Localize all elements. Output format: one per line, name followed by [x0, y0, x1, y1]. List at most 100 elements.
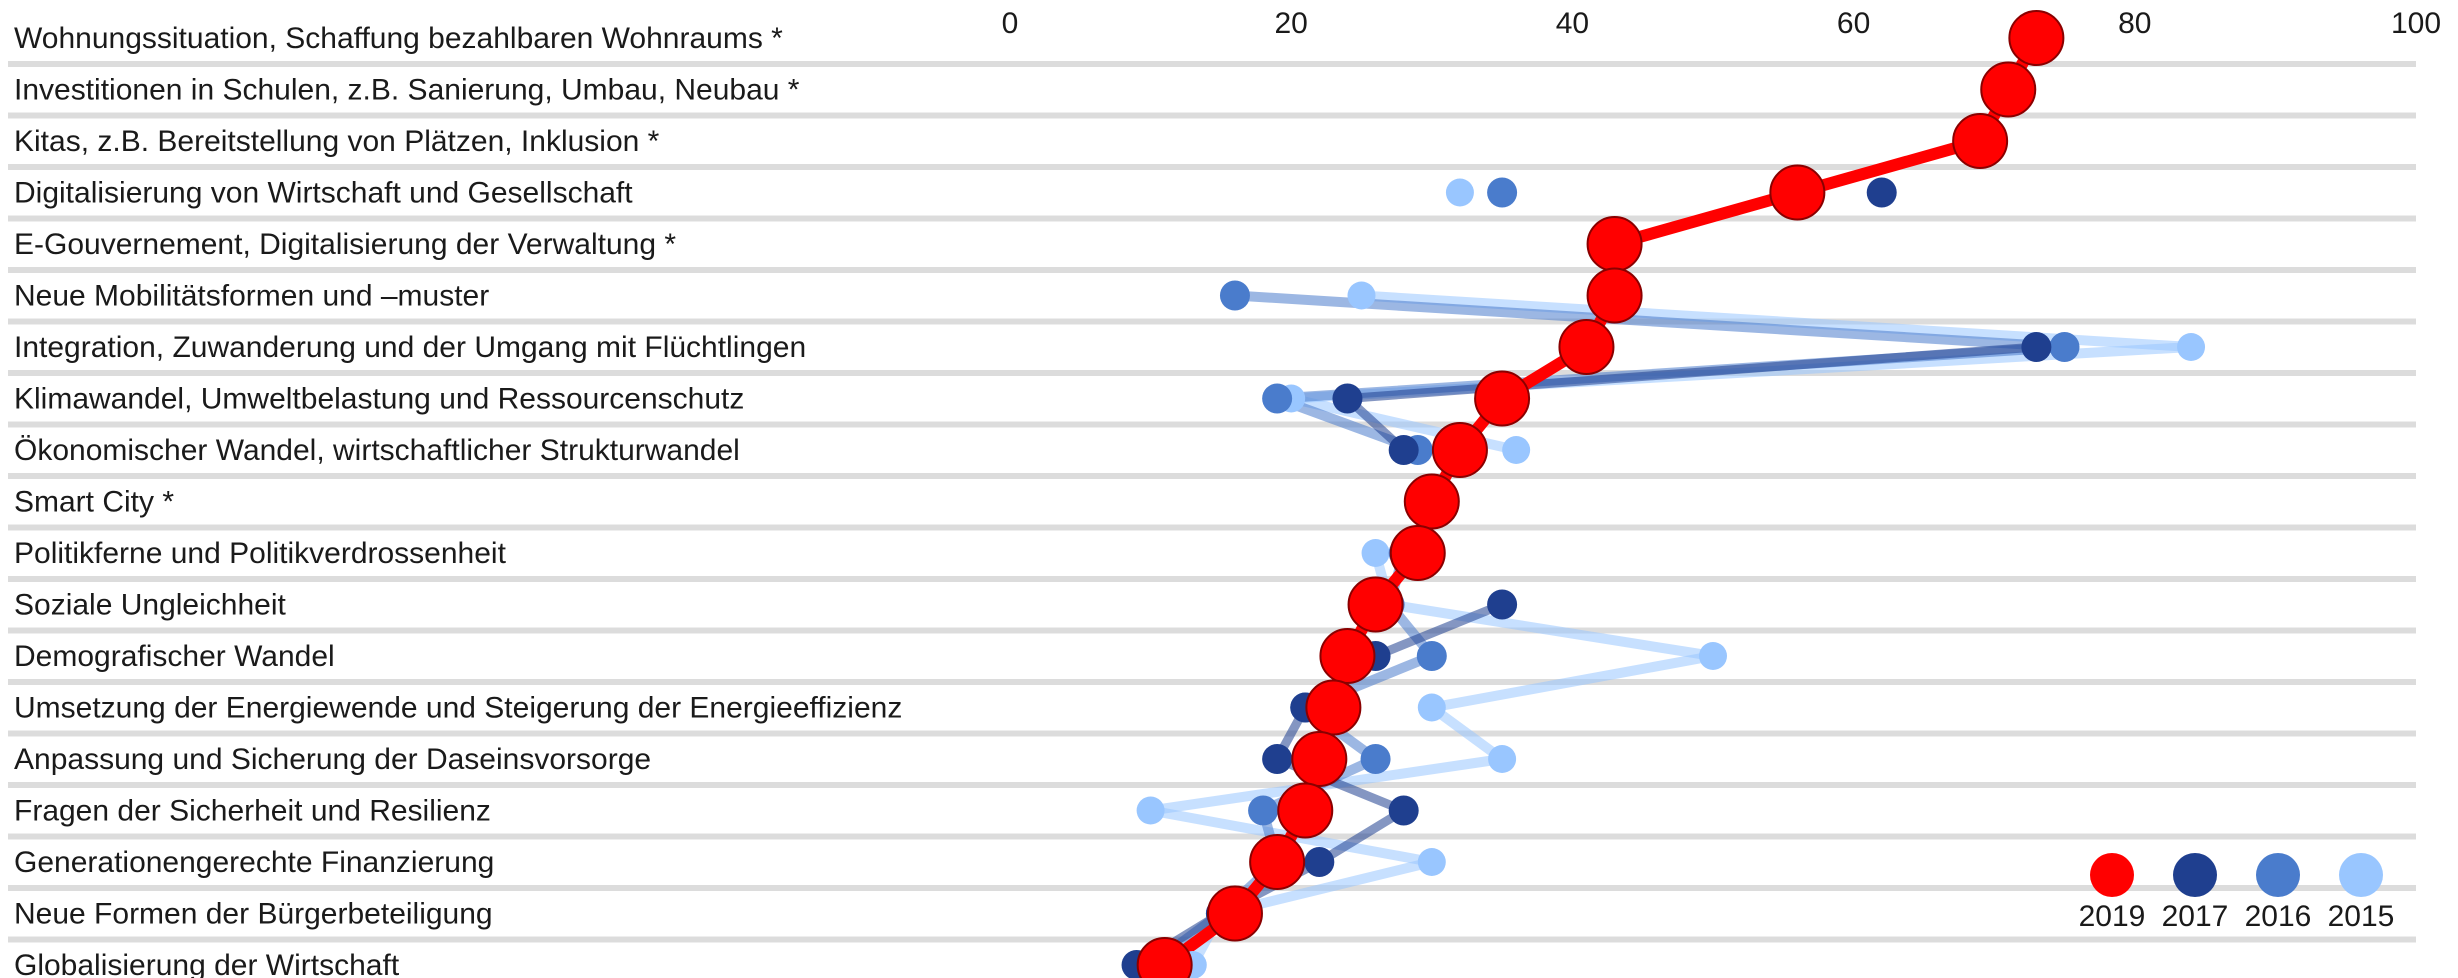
data-point	[1586, 216, 1643, 272]
x-tick-label: 40	[1556, 7, 1589, 40]
data-point	[1304, 847, 1335, 877]
x-tick-label: 0	[1002, 7, 1019, 40]
series-segment	[1426, 702, 1508, 764]
data-point	[1291, 731, 1348, 787]
series-segment	[1229, 290, 2070, 352]
data-point	[1136, 937, 1193, 978]
series-segment	[1608, 186, 1804, 250]
category-label: Anpassung und Sicherung der Daseinsvorso…	[14, 743, 651, 776]
data-point	[1866, 177, 1897, 208]
data-point	[1417, 693, 1446, 722]
row-separator	[8, 627, 2416, 634]
series-segment	[1384, 599, 1718, 661]
data-point	[2049, 332, 2080, 362]
data-point	[2177, 333, 2206, 361]
category-label: Wohnungssituation, Schaffung bezahlbaren…	[14, 22, 783, 55]
row-separator	[8, 318, 2416, 325]
data-point	[1487, 589, 1518, 620]
row-separator	[8, 885, 2416, 891]
category-label: Kitas, z.B. Bereitstellung von Plätzen, …	[14, 125, 660, 158]
row-separator	[8, 833, 2416, 840]
x-tick-label: 20	[1275, 7, 1308, 40]
data-point	[1417, 848, 1446, 876]
row-separator	[8, 730, 2416, 737]
data-point	[1206, 885, 1263, 942]
legend-label-2017: 2017	[2162, 900, 2229, 933]
legend-swatch-2016	[2256, 853, 2300, 897]
category-label: Smart City *	[14, 486, 174, 519]
data-point	[1136, 796, 1165, 825]
data-point	[1262, 383, 1293, 414]
data-point	[1487, 177, 1518, 208]
row-separator	[8, 473, 2416, 479]
data-point	[1277, 782, 1334, 839]
x-tick-label: 80	[2118, 7, 2151, 40]
legend: 2019 2017 2016 2015	[2079, 853, 2395, 933]
data-point	[1332, 383, 1363, 414]
category-label: E-Gouvernement, Digitalisierung der Verw…	[14, 228, 676, 261]
row-separator	[8, 370, 2416, 376]
data-point	[1416, 641, 1447, 671]
data-point	[1558, 319, 1615, 375]
data-point	[1249, 834, 1306, 890]
legend-swatch-2019	[2090, 853, 2134, 897]
series-segment	[1342, 342, 2041, 403]
legend-swatch-2015	[2339, 853, 2383, 897]
data-point	[1488, 745, 1517, 773]
data-point	[1952, 113, 2009, 169]
legend-label-2015: 2015	[2328, 900, 2395, 933]
data-point	[1389, 525, 1446, 581]
x-axis-ticks: 0 20 40 60 80 100	[1002, 7, 2441, 40]
row-separator	[8, 679, 2416, 685]
row-separator	[8, 164, 2416, 170]
category-label: Generationengerechte Finanzierung	[14, 846, 494, 879]
row-separator	[8, 524, 2416, 531]
data-point	[1360, 744, 1391, 774]
row-separator	[8, 421, 2416, 428]
data-point	[1388, 435, 1419, 465]
category-label: Politikferne und Politikverdrossenheit	[14, 537, 507, 570]
row-separator	[8, 267, 2416, 273]
data-point	[1319, 628, 1376, 684]
data-point	[2021, 332, 2052, 362]
data-point	[1347, 281, 1376, 310]
data-point	[2008, 10, 2065, 66]
series-segment	[1426, 651, 1718, 713]
data-point	[1502, 436, 1531, 464]
category-label: Neue Mobilitätsformen und –muster	[14, 280, 489, 313]
data-point	[1347, 576, 1404, 633]
data-point	[1980, 61, 2037, 118]
row-separator	[8, 215, 2416, 222]
category-label: Soziale Ungleichheit	[14, 589, 286, 622]
series-segment	[1371, 600, 1507, 661]
data-point	[1699, 642, 1727, 670]
category-label: Demografischer Wandel	[14, 640, 335, 673]
category-label: Klimawandel, Umweltbelastung und Ressour…	[14, 383, 744, 416]
data-point	[1361, 539, 1390, 567]
legend-label-2019: 2019	[2079, 900, 2146, 933]
data-point	[1431, 422, 1488, 478]
series-segment	[1791, 135, 1987, 199]
series-segment	[1314, 806, 1409, 867]
series-points	[1121, 10, 2206, 978]
data-point	[1445, 178, 1474, 207]
category-label: Ökonomischer Wandel, wirtschaftlicher St…	[14, 434, 740, 467]
row-bands	[8, 61, 2416, 943]
legend-label-2016: 2016	[2245, 900, 2312, 933]
category-label: Umsetzung der Energiewende und Steigerun…	[14, 692, 902, 725]
series-points-2019	[1136, 10, 2065, 978]
category-label: Fragen der Sicherheit und Resilienz	[14, 795, 491, 828]
category-labels: Wohnungssituation, Schaffung bezahlbaren…	[14, 22, 902, 978]
data-point	[1474, 370, 1531, 427]
row-separator	[8, 112, 2416, 119]
category-label: Digitalisierung von Wirtschaft und Gesel…	[14, 177, 633, 210]
data-point	[1586, 267, 1643, 324]
data-point	[1305, 679, 1362, 736]
x-tick-label: 100	[2391, 7, 2441, 40]
data-point	[1248, 795, 1279, 826]
data-point	[1219, 280, 1250, 311]
data-point	[1769, 164, 1826, 221]
row-separator	[8, 782, 2416, 788]
row-separator	[8, 576, 2416, 582]
